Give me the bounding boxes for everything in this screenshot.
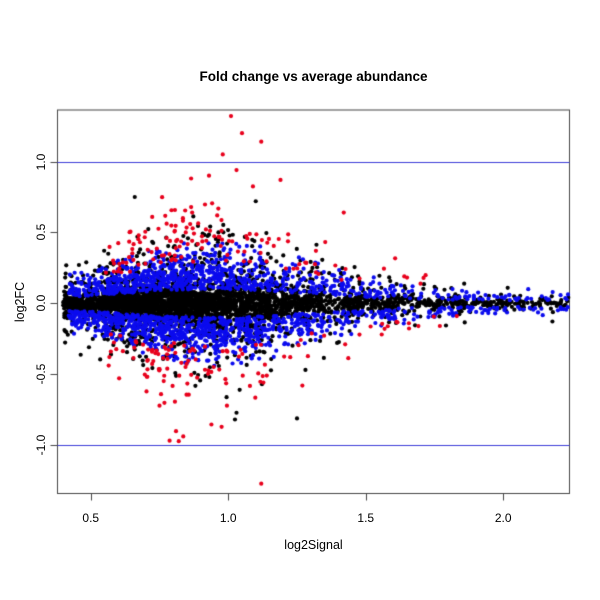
y-tick-label: -1.0: [34, 435, 48, 456]
y-tick-label: 0.5: [34, 224, 48, 241]
x-tick-label: 1.5: [357, 511, 375, 525]
y-tick-label: -0.5: [34, 364, 48, 385]
x-tick-label: 1.0: [219, 511, 237, 525]
x-axis-label: log2Signal: [284, 538, 343, 552]
x-tick-label: 0.5: [82, 511, 100, 525]
y-tick-label: 1.0: [34, 153, 48, 170]
x-tick-label: 2.0: [494, 511, 512, 525]
y-tick-label: 0.0: [34, 295, 48, 312]
y-axis-label: log2FC: [13, 281, 27, 323]
